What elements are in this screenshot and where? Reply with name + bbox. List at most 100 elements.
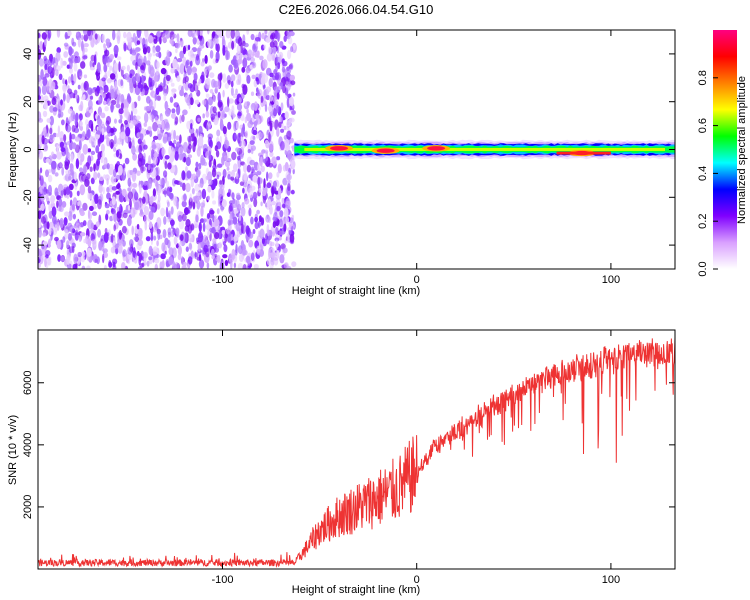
signal-peak xyxy=(376,148,395,153)
noise-speckle xyxy=(212,200,217,205)
noise-speckle xyxy=(105,93,109,99)
noise-speckle xyxy=(156,240,159,247)
noise-speckle xyxy=(237,111,242,117)
noise-speckle xyxy=(120,79,124,87)
noise-speckle xyxy=(134,201,140,210)
noise-speckle xyxy=(182,109,188,116)
noise-speckle xyxy=(233,163,238,173)
noise-speckle xyxy=(222,254,228,259)
noise-speckle xyxy=(134,190,138,198)
noise-speckle xyxy=(124,120,128,125)
noise-speckle xyxy=(77,251,82,258)
noise-speckle xyxy=(231,169,235,178)
noise-speckle xyxy=(253,263,259,269)
noise-speckle xyxy=(86,247,92,257)
noise-speckle xyxy=(222,73,227,83)
noise-speckle xyxy=(248,207,252,217)
noise-speckle xyxy=(52,107,58,112)
noise-speckle xyxy=(275,239,279,250)
noise-speckle xyxy=(269,240,273,248)
noise-speckle xyxy=(285,200,291,206)
noise-speckle xyxy=(117,89,120,95)
noise-speckle xyxy=(91,136,97,142)
noise-speckle xyxy=(101,77,106,82)
noise-speckle xyxy=(183,193,187,202)
noise-speckle xyxy=(165,206,169,218)
noise-speckle xyxy=(73,63,78,72)
noise-speckle xyxy=(174,116,179,125)
noise-speckle xyxy=(172,261,176,269)
noise-speckle xyxy=(64,161,69,170)
noise-speckle xyxy=(179,89,185,97)
noise-speckle xyxy=(115,149,120,158)
noise-speckle xyxy=(77,201,80,207)
noise-speckle xyxy=(190,49,194,55)
noise-speckle xyxy=(270,252,275,259)
noise-speckle xyxy=(261,32,265,40)
noise-speckle xyxy=(82,30,88,36)
noise-speckle xyxy=(127,246,133,255)
noise-speckle xyxy=(74,232,79,241)
noise-speckle xyxy=(217,254,221,264)
noise-speckle xyxy=(132,153,138,161)
noise-speckle xyxy=(220,205,225,211)
noise-speckle xyxy=(134,84,141,96)
noise-speckle xyxy=(164,160,168,170)
noise-speckle xyxy=(260,95,264,104)
noise-speckle xyxy=(107,70,112,77)
noise-speckle xyxy=(169,31,175,41)
noise-speckle xyxy=(231,151,237,161)
noise-speckle xyxy=(279,218,283,228)
noise-speckle xyxy=(115,174,121,181)
noise-speckle xyxy=(209,72,215,78)
noise-speckle xyxy=(123,31,127,39)
noise-speckle xyxy=(246,164,252,173)
noise-speckle xyxy=(187,256,193,265)
noise-speckle xyxy=(72,213,76,220)
noise-speckle xyxy=(102,93,106,99)
noise-speckle xyxy=(241,223,244,234)
noise-speckle xyxy=(214,215,217,220)
noise-speckle xyxy=(126,37,132,43)
noise-speckle xyxy=(223,155,229,161)
noise-speckle xyxy=(268,248,271,260)
noise-speckle xyxy=(291,261,297,267)
noise-speckle xyxy=(259,132,264,138)
noise-speckle xyxy=(189,60,193,67)
noise-speckle xyxy=(54,172,59,177)
noise-speckle xyxy=(225,30,231,39)
noise-speckle xyxy=(167,210,172,220)
noise-speckle xyxy=(89,95,94,100)
noise-speckle xyxy=(279,254,285,264)
noise-speckle xyxy=(208,159,212,168)
noise-speckle xyxy=(152,155,158,165)
noise-speckle xyxy=(226,166,230,171)
noise-speckle xyxy=(287,49,292,60)
noise-speckle xyxy=(174,227,180,235)
noise-speckle xyxy=(193,31,197,38)
noise-speckle xyxy=(204,68,208,76)
noise-speckle xyxy=(163,216,167,225)
colorbar-tick-label: 0.0 xyxy=(697,261,709,276)
noise-speckle xyxy=(47,239,51,249)
noise-speckle xyxy=(138,184,142,194)
noise-speckle xyxy=(110,233,114,244)
noise-speckle xyxy=(263,84,266,89)
noise-speckle xyxy=(291,145,295,152)
noise-speckle xyxy=(108,261,113,268)
noise-speckle xyxy=(211,254,215,260)
noise-speckle xyxy=(39,81,43,87)
noise-speckle xyxy=(259,55,264,61)
noise-speckle xyxy=(191,188,195,195)
noise-speckle xyxy=(199,202,205,208)
spectrogram-y-tick-label: -20 xyxy=(22,189,34,205)
noise-speckle xyxy=(105,135,109,140)
noise-speckle xyxy=(250,57,256,63)
noise-speckle xyxy=(107,62,110,68)
noise-speckle xyxy=(62,78,65,85)
noise-speckle xyxy=(147,35,154,44)
noise-speckle xyxy=(68,175,72,181)
noise-speckle xyxy=(253,197,258,208)
noise-speckle xyxy=(272,46,277,53)
noise-speckle xyxy=(251,74,256,80)
